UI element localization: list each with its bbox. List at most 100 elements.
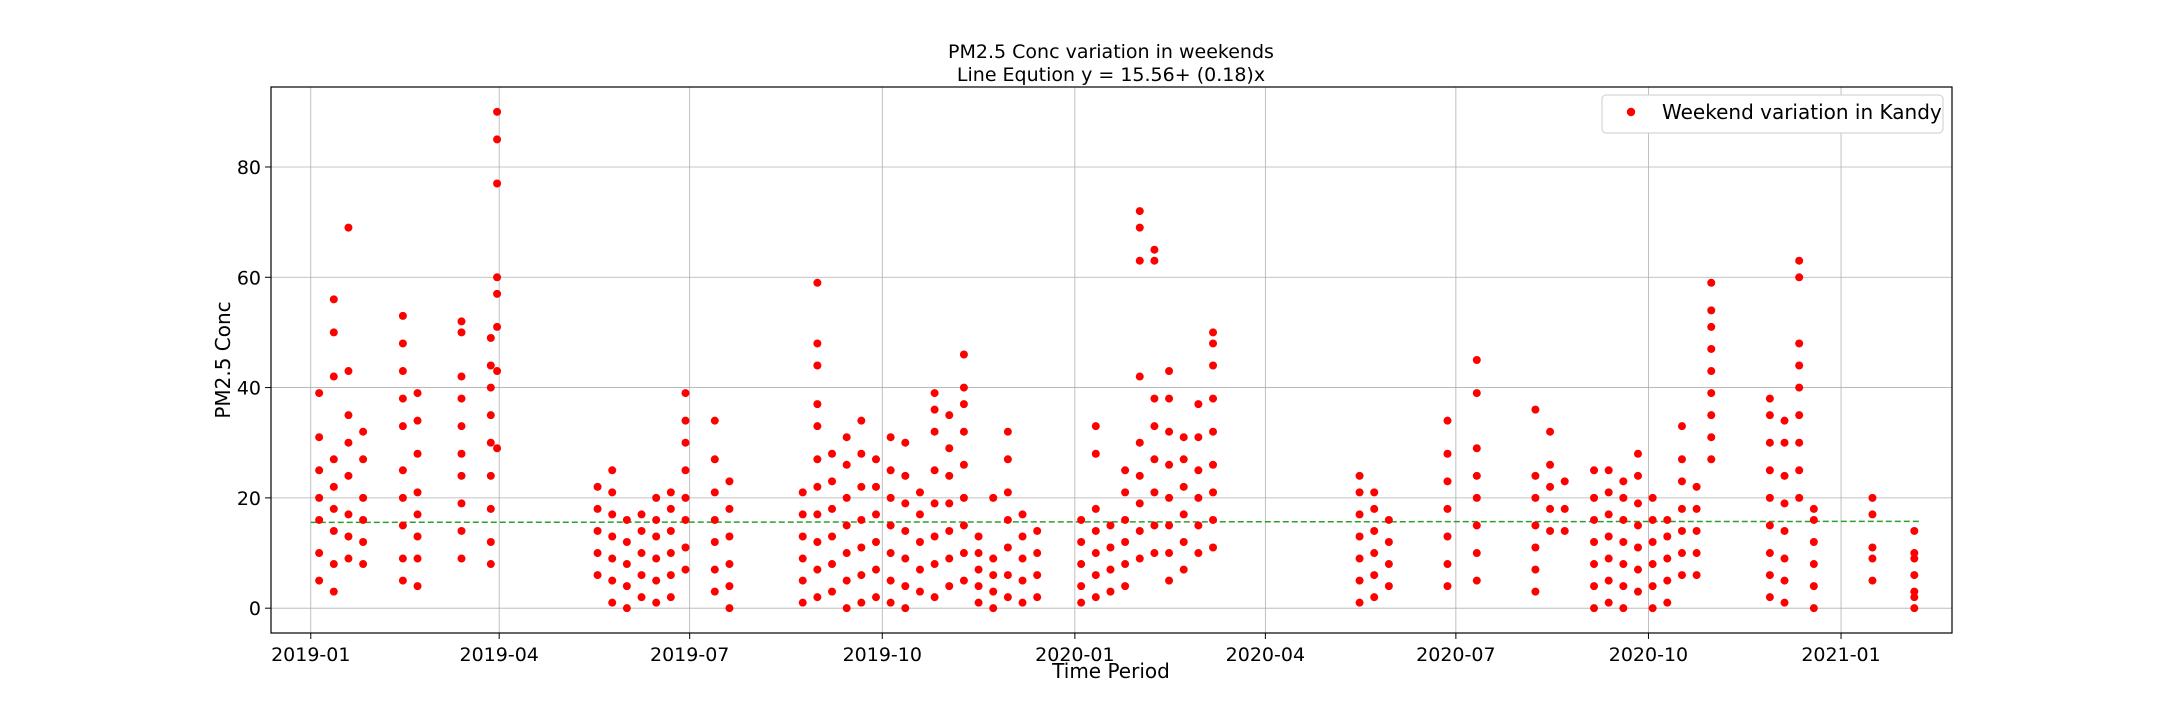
data-point (1619, 560, 1628, 569)
data-point (1150, 422, 1159, 431)
y-tick-label: 20 (237, 488, 261, 510)
data-point (1531, 405, 1540, 414)
data-point (1765, 411, 1774, 420)
data-point (989, 587, 998, 596)
data-point (315, 433, 324, 442)
data-point (359, 538, 368, 546)
data-point (1809, 604, 1818, 613)
data-point (1179, 455, 1188, 464)
data-point (493, 273, 502, 282)
data-point (1179, 433, 1188, 442)
data-point (1150, 549, 1159, 558)
data-point (1135, 223, 1144, 232)
data-point (1106, 521, 1115, 530)
data-point (871, 593, 880, 602)
data-point (1910, 549, 1919, 558)
data-point (1707, 367, 1716, 376)
data-point (608, 576, 617, 585)
data-point (1677, 571, 1686, 580)
data-point (1531, 471, 1540, 480)
data-point (608, 554, 617, 563)
data-point (1150, 245, 1159, 254)
data-point (915, 565, 924, 574)
data-point (637, 526, 646, 535)
data-point (886, 433, 895, 442)
data-point (1209, 361, 1218, 370)
data-point (1868, 510, 1877, 519)
data-point (1135, 554, 1144, 563)
data-point (1795, 256, 1804, 265)
data-point (315, 466, 324, 475)
data-point (725, 504, 734, 513)
data-point (413, 510, 422, 519)
trend-line (310, 520, 1921, 524)
data-point (1091, 549, 1100, 558)
data-point (1370, 488, 1379, 497)
data-point (1209, 427, 1218, 436)
data-point (828, 449, 837, 458)
data-point (652, 576, 661, 585)
data-point (1150, 256, 1159, 265)
data-point (1121, 488, 1130, 497)
data-point (813, 538, 822, 546)
data-point (1663, 598, 1672, 607)
data-point (857, 598, 866, 607)
data-point (1165, 493, 1174, 502)
data-point (1648, 582, 1657, 591)
data-point (725, 477, 734, 486)
data-point (959, 427, 968, 436)
data-point (1003, 593, 1012, 602)
data-point (930, 405, 939, 414)
data-point (652, 598, 661, 607)
data-point (493, 179, 502, 188)
data-point (1091, 504, 1100, 513)
data-point (1707, 411, 1716, 420)
data-point (974, 549, 983, 558)
data-point (901, 604, 910, 613)
data-point (1135, 499, 1144, 508)
data-point (637, 549, 646, 558)
data-point (857, 449, 866, 458)
data-point (1472, 471, 1481, 480)
data-point (901, 582, 910, 591)
data-point (901, 554, 910, 563)
data-point (398, 521, 407, 530)
data-point (871, 510, 880, 519)
data-point (1809, 538, 1818, 546)
data-point (725, 582, 734, 591)
data-point (486, 560, 495, 569)
data-point (1765, 466, 1774, 475)
data-point (652, 554, 661, 563)
data-point (359, 560, 368, 569)
legend: Weekend variation in Kandy (1601, 94, 1944, 134)
data-point (1707, 389, 1716, 398)
data-point (710, 455, 719, 464)
x-tick-label: 2019-04 (459, 644, 538, 666)
data-point (1165, 521, 1174, 530)
data-point (1531, 521, 1540, 530)
data-point (1780, 598, 1789, 607)
data-point (901, 471, 910, 480)
data-point (930, 499, 939, 508)
data-point (1809, 515, 1818, 524)
data-point (1165, 460, 1174, 469)
data-point (1546, 460, 1555, 469)
data-point (1355, 554, 1364, 563)
data-point (1560, 477, 1569, 486)
data-point (1443, 560, 1452, 569)
data-point (1910, 571, 1919, 580)
data-point (1795, 466, 1804, 475)
data-point (1077, 598, 1086, 607)
data-point (1384, 538, 1393, 546)
data-point (315, 549, 324, 558)
data-point (1165, 427, 1174, 436)
data-point (413, 449, 422, 458)
data-point (842, 604, 851, 613)
data-point (842, 493, 851, 502)
data-point (1472, 576, 1481, 585)
data-point (1472, 389, 1481, 398)
data-point (1121, 515, 1130, 524)
data-point (974, 532, 983, 541)
data-point (344, 411, 353, 420)
data-point (1384, 515, 1393, 524)
